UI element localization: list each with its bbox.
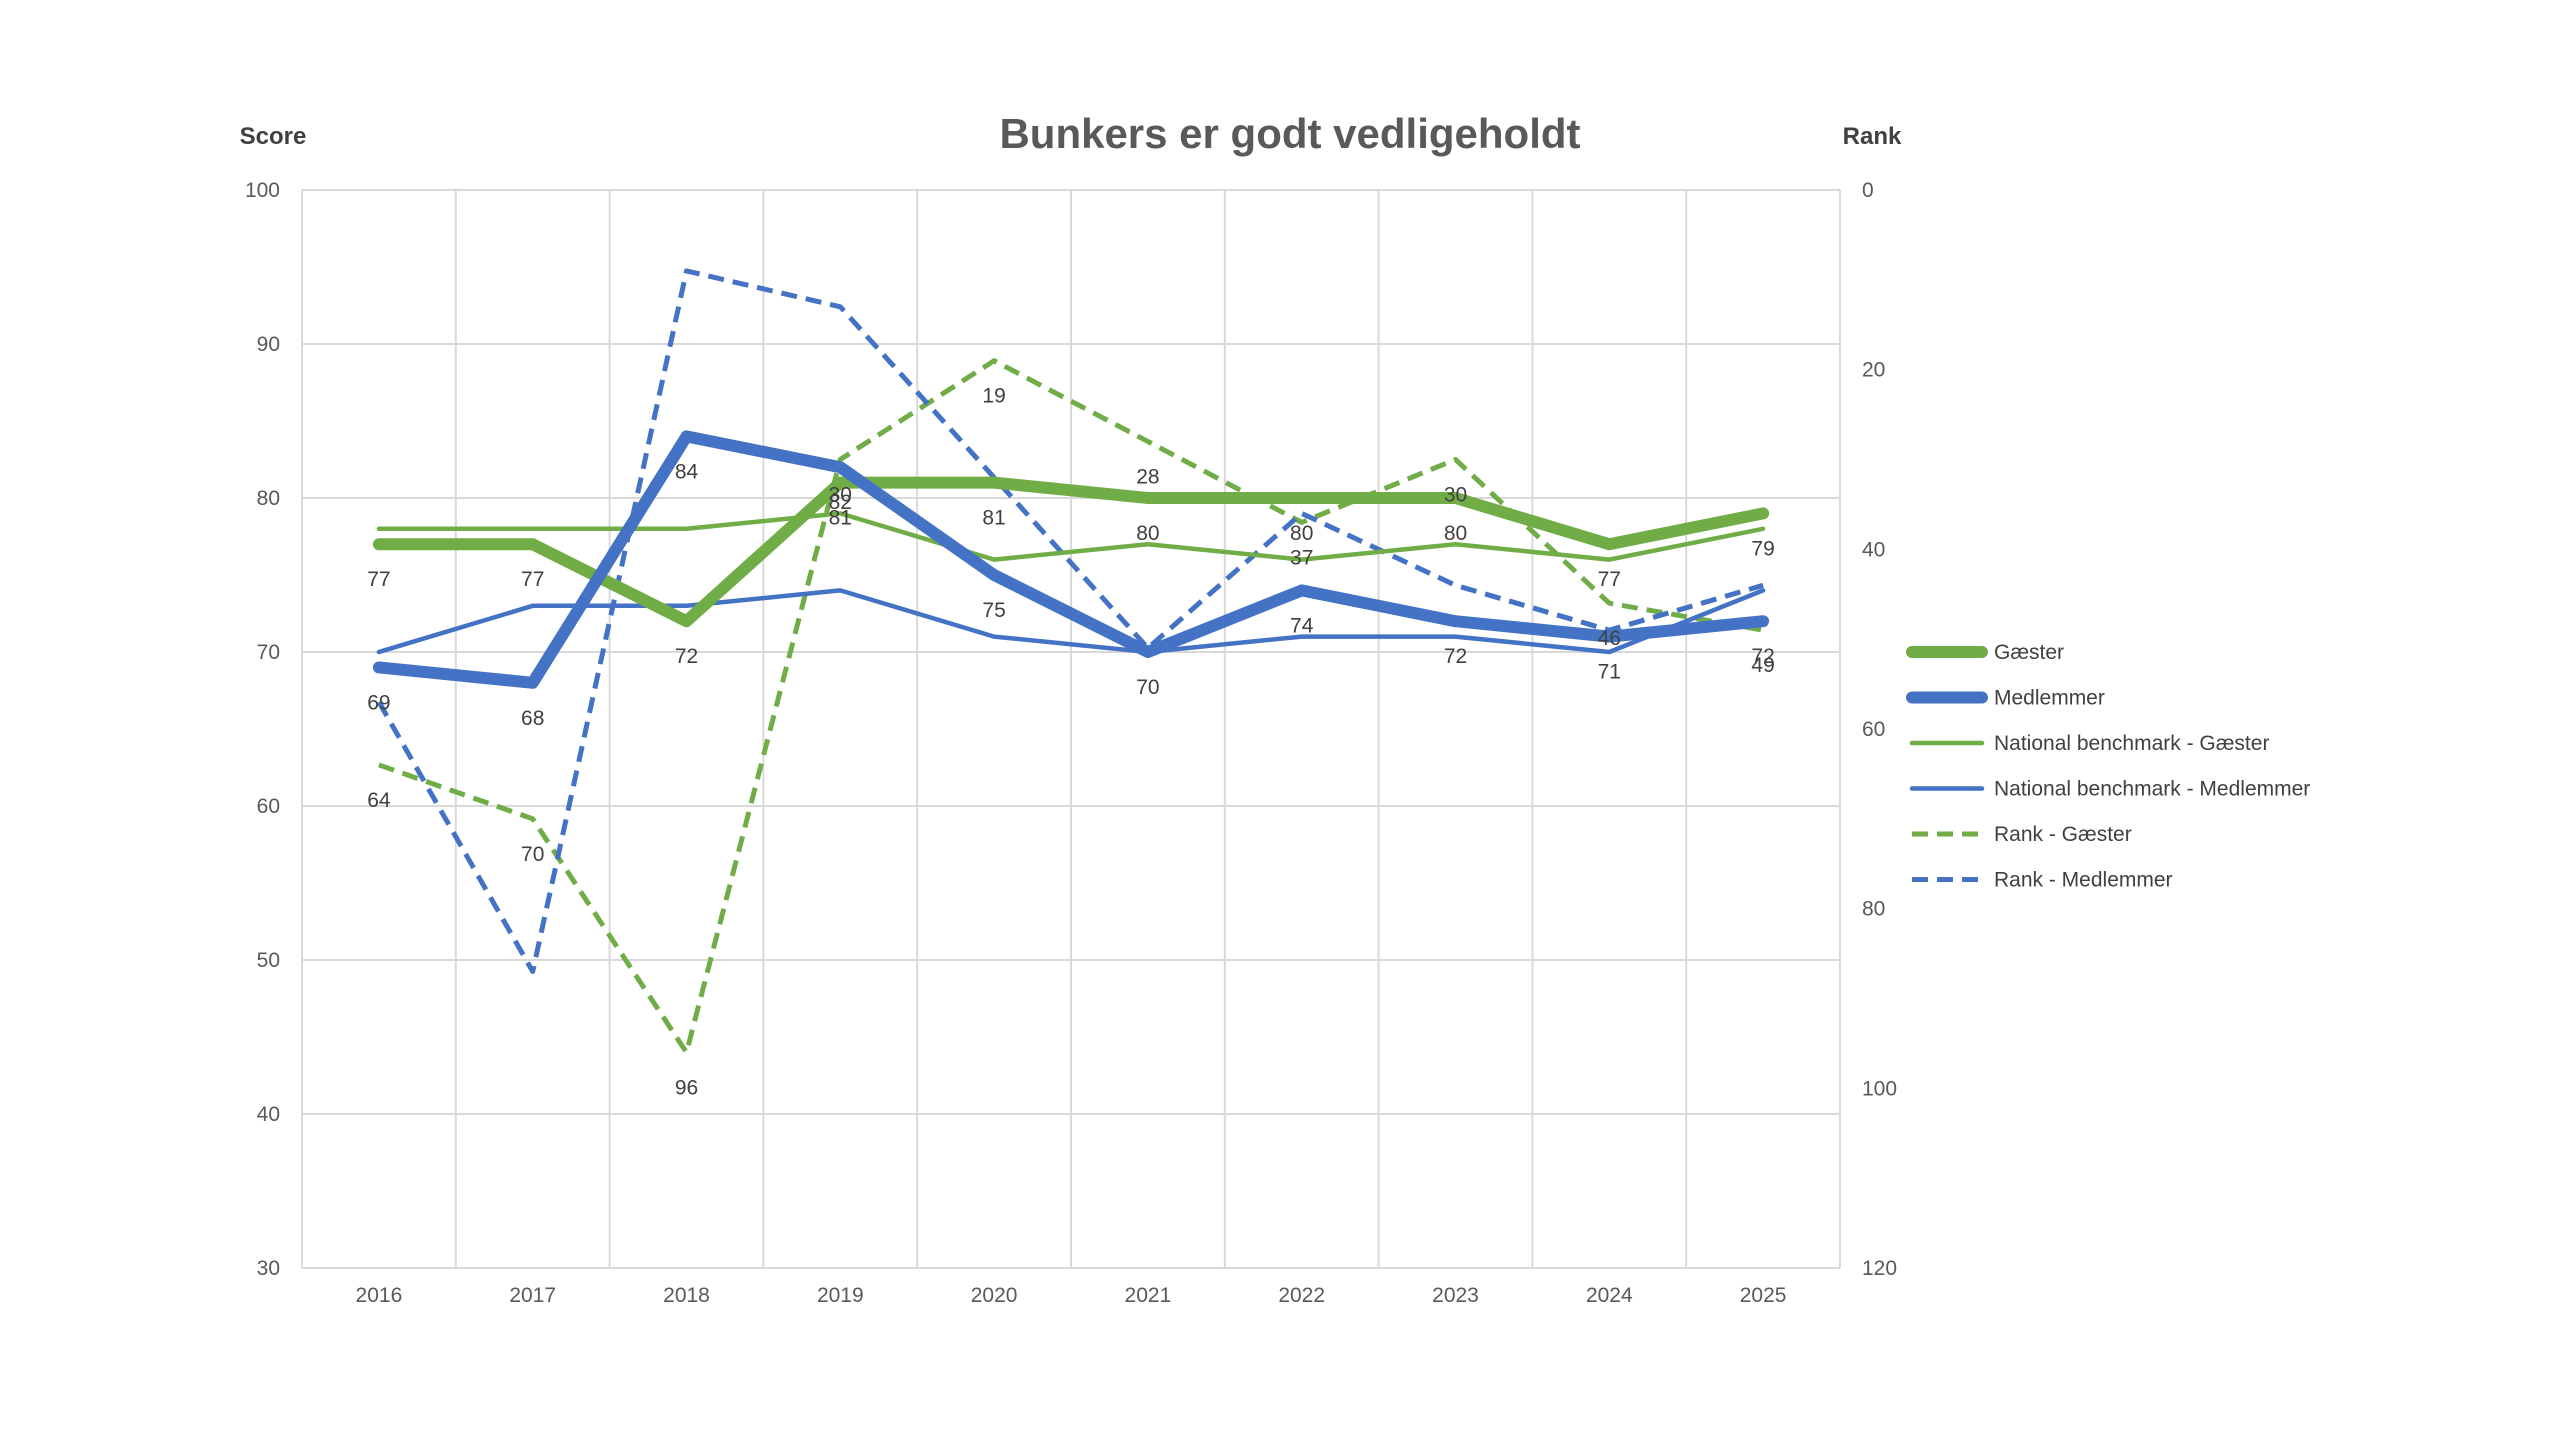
y2-tick-label: 80: [1862, 898, 1885, 921]
legend-entry: Gæster: [1994, 641, 2064, 664]
data-label: 72: [1751, 645, 1774, 668]
series-lines: [372, 268, 1770, 1055]
data-label: 71: [1598, 661, 1621, 684]
data-label: 70: [1136, 676, 1159, 699]
data-label: 69: [367, 691, 390, 714]
x-tick-label: 2025: [1740, 1284, 1787, 1307]
data-label: 46: [1598, 627, 1621, 650]
data-label: 75: [982, 599, 1005, 622]
data-label: 81: [829, 507, 852, 530]
x-tick-label: 2024: [1586, 1284, 1633, 1307]
x-tick-label: 2023: [1432, 1284, 1479, 1307]
y-axis-title: Score: [240, 123, 307, 150]
y-tick-label: 100: [245, 179, 280, 202]
data-label: 77: [521, 568, 544, 591]
y-tick-label: 60: [257, 795, 280, 818]
data-label: 80: [1136, 522, 1159, 545]
x-tick-label: 2018: [663, 1284, 710, 1307]
data-label: 80: [1290, 522, 1313, 545]
y-tick-label: 50: [257, 949, 280, 972]
data-label: 80: [1444, 522, 1467, 545]
data-label: 84: [675, 460, 699, 483]
y2-tick-label: 40: [1862, 538, 1885, 561]
data-label: 64: [367, 789, 391, 812]
y-tick-label: 30: [257, 1257, 280, 1280]
data-label: 77: [1598, 568, 1621, 591]
legend-entry: Medlemmer: [1994, 687, 2105, 710]
data-label: 28: [1136, 466, 1159, 489]
x-tick-label: 2017: [509, 1284, 556, 1307]
y2-axis-title: Rank: [1843, 123, 1902, 150]
gridlines: [301, 189, 1841, 1269]
x-tick-label: 2021: [1125, 1284, 1172, 1307]
series-line-3: [376, 588, 1766, 655]
series-line-0: [372, 476, 1770, 628]
data-label: 79: [1751, 537, 1774, 560]
series-line-5: [376, 268, 1764, 974]
tick-labels: 30 40 50 60 70 80 90 100 0 20 40 60 80 100 120 2016 2017…: [245, 179, 1897, 1307]
legend: Gæster Medlemmer National benchmark - Gæst…: [1906, 641, 2310, 892]
data-label: 70: [521, 843, 544, 866]
legend-entry: National benchmark - Medlemmer: [1994, 778, 2310, 801]
data-label: 68: [521, 707, 544, 730]
y2-tick-label: 120: [1862, 1257, 1897, 1280]
data-label: 82: [829, 491, 852, 514]
data-label: 77: [367, 568, 390, 591]
data-label: 30: [829, 484, 852, 507]
y-tick-label: 80: [257, 487, 280, 510]
data-label: 19: [982, 385, 1005, 408]
series-line-4: [378, 358, 1764, 1055]
x-tick-label: 2020: [971, 1284, 1018, 1307]
legend-entry: National benchmark - Gæster: [1994, 732, 2269, 755]
chart-title: Bunkers er godt vedligeholdt: [999, 110, 1580, 157]
y2-tick-label: 0: [1862, 179, 1874, 202]
y2-tick-label: 100: [1862, 1077, 1897, 1100]
y-tick-label: 90: [257, 333, 280, 356]
series-line-1: [372, 430, 1770, 689]
data-label: 81: [982, 507, 1005, 530]
y2-tick-label: 20: [1862, 359, 1885, 382]
legend-entry: Rank - Medlemmer: [1994, 869, 2173, 892]
data-label: 74: [1290, 614, 1314, 637]
data-label: 72: [1444, 645, 1467, 668]
x-tick-label: 2022: [1278, 1284, 1325, 1307]
x-tick-label: 2019: [817, 1284, 864, 1307]
legend-entry: Rank - Gæster: [1994, 823, 2132, 846]
x-tick-label: 2016: [356, 1284, 403, 1307]
y-tick-label: 70: [257, 641, 280, 664]
data-label: 37: [1290, 546, 1313, 569]
data-label: 49: [1751, 654, 1774, 677]
y-tick-label: 40: [257, 1103, 280, 1126]
data-label: 96: [675, 1076, 698, 1099]
y2-tick-label: 60: [1862, 718, 1885, 741]
data-label: 72: [675, 645, 698, 668]
data-label: 30: [1444, 484, 1467, 507]
data-labels: 77 77 72 81 81 80 80 80 77 79 69 68 84 82 75 70 74 72 71 72…: [367, 385, 1775, 1100]
series-line-2: [376, 511, 1766, 562]
